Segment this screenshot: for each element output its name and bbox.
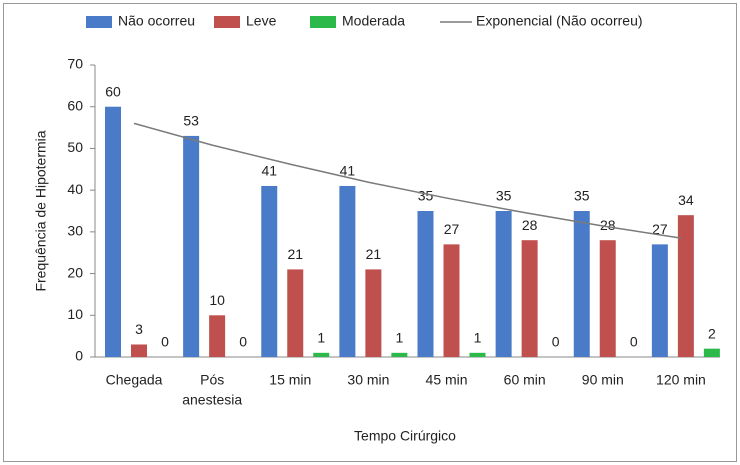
x-tick-label: 30 min [347, 372, 389, 388]
frame [3, 3, 737, 462]
bar [495, 211, 512, 357]
value-label: 10 [209, 292, 225, 308]
bar [417, 211, 434, 357]
bar [573, 211, 590, 357]
bar [469, 352, 486, 357]
x-tick-label: Chegada [106, 372, 163, 388]
legend-label: Não ocorreu [118, 13, 195, 29]
bar [209, 315, 226, 357]
value-label: 3 [135, 321, 143, 337]
bar [703, 348, 720, 357]
value-label: 60 [105, 83, 121, 99]
y-tick-label: 30 [67, 223, 83, 239]
bar [677, 215, 694, 357]
value-label: 28 [522, 217, 538, 233]
bar [105, 106, 121, 357]
legend-swatch [310, 16, 336, 28]
bar [599, 240, 616, 357]
value-label: 0 [161, 334, 169, 350]
value-label: 35 [418, 188, 434, 204]
value-label: 53 [183, 113, 199, 129]
value-label: 21 [287, 246, 303, 262]
y-tick-label: 10 [67, 306, 83, 322]
value-label: 41 [261, 163, 277, 179]
value-label: 1 [317, 330, 325, 346]
y-tick-label: 70 [67, 56, 83, 72]
bar [651, 244, 668, 357]
x-tick-label: Pós [200, 372, 224, 388]
bar [261, 185, 278, 357]
legend-swatch [86, 16, 112, 28]
value-label: 0 [630, 334, 638, 350]
value-label: 27 [652, 221, 668, 237]
value-label: 1 [395, 330, 403, 346]
value-label: 21 [366, 246, 382, 262]
x-tick-label: anestesia [182, 392, 242, 408]
value-label: 1 [474, 330, 482, 346]
legend-label: Moderada [342, 13, 405, 29]
y-tick-label: 40 [67, 181, 83, 197]
trend-line [133, 122, 682, 239]
y-tick-label: 20 [67, 264, 83, 280]
bar [443, 244, 460, 357]
x-tick-label: 90 min [582, 372, 624, 388]
y-tick-label: 60 [67, 97, 83, 113]
legend-label: Exponencial (Não ocorreu) [476, 13, 643, 29]
y-tick-label: 0 [75, 348, 83, 364]
y-tick-label: 50 [67, 139, 83, 155]
value-label: 0 [239, 334, 247, 350]
bar [287, 269, 304, 357]
x-axis-title: Tempo Cirúrgico [354, 428, 456, 444]
value-label: 2 [708, 325, 716, 341]
bar [131, 344, 147, 357]
bar [313, 352, 330, 357]
bar [391, 352, 408, 357]
x-tick-label: 60 min [504, 372, 546, 388]
value-label: 34 [678, 192, 694, 208]
value-label: 35 [574, 188, 590, 204]
bar [365, 269, 382, 357]
legend-swatch [214, 16, 240, 28]
bar [521, 240, 538, 357]
value-label: 27 [444, 221, 460, 237]
value-label: 35 [496, 188, 512, 204]
bar [339, 185, 356, 357]
bar [183, 135, 200, 357]
value-label: 0 [552, 334, 560, 350]
x-tick-label: 15 min [269, 372, 311, 388]
value-label: 28 [600, 217, 616, 233]
value-label: 41 [340, 163, 356, 179]
x-tick-label: 45 min [426, 372, 468, 388]
y-axis-title: Frequência de Hipotermia [33, 130, 49, 291]
x-tick-label: 120 min [656, 372, 706, 388]
legend-label: Leve [246, 13, 277, 29]
